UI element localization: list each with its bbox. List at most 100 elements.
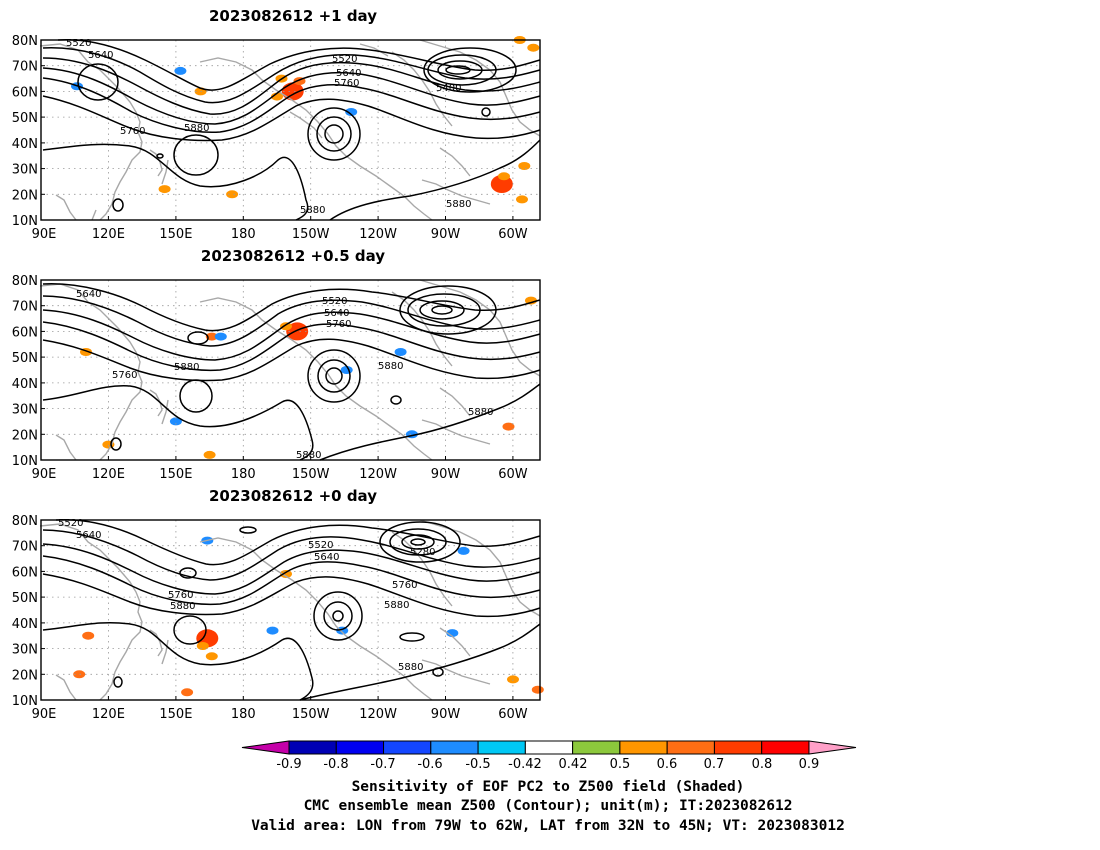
panel-3-frame — [40, 519, 541, 701]
lon-label: 90W — [431, 227, 461, 242]
panel-3-lat-labels: 80N 70N 60N 50N 40N 30N 20N 10N — [12, 514, 38, 709]
lon-label: 90E — [32, 707, 57, 722]
lat-label: 80N — [12, 514, 38, 529]
panel-2-z500-contours — [42, 283, 541, 461]
sensitivity-shade-patch — [345, 108, 358, 116]
contour-label: 5760 — [326, 319, 351, 330]
contour-label: 5520 — [308, 540, 333, 551]
panel-2-axis-ticks — [41, 279, 514, 461]
lat-label: 10N — [12, 214, 38, 229]
sensitivity-shade-patch — [457, 546, 470, 555]
contour-label: 5640 — [76, 289, 101, 300]
panel-2-coastlines — [39, 279, 541, 461]
lon-label: 90E — [32, 467, 57, 482]
sensitivity-shade-patch — [394, 348, 407, 356]
sensitivity-shade-patch — [446, 629, 459, 638]
caption-line-valid-area: Valid area: LON from 79W to 62W, LAT fro… — [251, 818, 845, 834]
colorbar-swatch — [335, 740, 385, 755]
sensitivity-shade-patch — [507, 675, 519, 684]
lat-label: 30N — [12, 403, 38, 418]
lat-label: 80N — [12, 274, 38, 289]
contour-label: 5760 — [168, 590, 193, 601]
panel-1: 2023082612 +1 day — [12, 7, 541, 242]
lon-label: 150W — [292, 707, 330, 722]
contour-label: 5760 — [334, 78, 359, 89]
sensitivity-shade-patch — [158, 185, 171, 194]
contour-label: 5880 — [398, 662, 423, 673]
sensitivity-shade-patch — [516, 195, 528, 204]
colorbar-tick-labels: -0.9 -0.8 -0.7 -0.6 -0.5 -0.42 0.42 0.5 … — [276, 757, 819, 772]
contour-label: 5760 — [112, 370, 137, 381]
contour-label: 5880 — [378, 361, 403, 372]
panel-3-lon-labels: 90E 120E 150E 180 150W 120W 90W 60W — [32, 707, 528, 722]
contour-label: 5880 — [174, 362, 199, 373]
contour-label: 5640 — [324, 308, 349, 319]
sensitivity-shade-patch — [281, 82, 304, 101]
lat-label: 40N — [12, 137, 38, 152]
panel-1-axis-ticks — [40, 39, 514, 221]
panel-1-frame — [40, 39, 541, 221]
sensitivity-shade-patch — [280, 570, 292, 578]
lon-label: 90W — [431, 467, 461, 482]
colorbar-tick-label: 0.8 — [752, 757, 773, 772]
lat-label: 60N — [12, 85, 38, 100]
lat-label: 50N — [12, 351, 38, 366]
colorbar-tick-label: -0.9 — [276, 757, 301, 772]
lon-label: 150W — [292, 467, 330, 482]
lon-label: 150E — [159, 707, 192, 722]
colorbar-tick-label: -0.42 — [508, 757, 542, 772]
panel-2-contour-labels: 5640 5520 5640 5760 5760 5880 5880 5880 … — [76, 289, 493, 461]
sensitivity-shade-patch — [498, 172, 510, 181]
sensitivity-shade-patch — [525, 296, 537, 305]
panel-1-shading-layer — [71, 36, 540, 204]
lat-label: 10N — [12, 454, 38, 469]
panel-2: 2023082612 +0.5 day — [12, 247, 541, 482]
panel-3: 2023082612 +0 day — [12, 487, 544, 722]
panel-3-gridlines — [41, 520, 540, 700]
lat-label: 20N — [12, 668, 38, 683]
colorbar-tick-label: -0.6 — [417, 757, 442, 772]
contour-label: 5280 — [410, 547, 435, 558]
lon-label: 90W — [431, 707, 461, 722]
lat-label: 60N — [12, 325, 38, 340]
contour-label: 5760 — [392, 580, 417, 591]
sensitivity-shade-patch — [205, 652, 218, 661]
panel-1-lon-labels: 90E 120E 150E 180 150W 120W 90W 60W — [32, 227, 528, 242]
lat-label: 70N — [12, 540, 38, 555]
colorbar — [241, 740, 857, 755]
colorbar-end-high — [808, 740, 857, 755]
lat-label: 30N — [12, 643, 38, 658]
lon-label: 120W — [359, 227, 397, 242]
lat-label: 70N — [12, 300, 38, 315]
contour-label: 5880 — [300, 205, 325, 216]
panel-1-title: 2023082612 +1 day — [209, 7, 377, 25]
sensitivity-shade-patch — [82, 631, 95, 640]
lon-label: 60W — [498, 707, 528, 722]
colorbar-swatch — [761, 740, 810, 755]
caption-line-shading: Sensitivity of EOF PC2 to Z500 field (Sh… — [352, 779, 745, 795]
lon-label: 60W — [498, 467, 528, 482]
lon-label: 150W — [292, 227, 330, 242]
sensitivity-shade-patch — [502, 422, 515, 431]
colorbar-tick-label: 0.42 — [559, 757, 588, 772]
colorbar-swatch — [477, 740, 526, 755]
lon-label: 120W — [359, 707, 397, 722]
contour-label: 5640 — [336, 68, 361, 79]
lon-label: 120E — [92, 227, 125, 242]
colorbar-tick-label: 0.7 — [704, 757, 725, 772]
panel-2-title: 2023082612 +0.5 day — [201, 247, 385, 265]
sensitivity-shade-patch — [226, 190, 239, 199]
contour-label: 5760 — [120, 126, 145, 137]
lon-label: 120E — [92, 467, 125, 482]
lat-label: 70N — [12, 60, 38, 75]
lon-label: 180 — [231, 227, 256, 242]
colorbar-tick-label: -0.5 — [465, 757, 490, 772]
panel-1-z500-contours — [42, 39, 541, 221]
contour-label: 5400 — [436, 83, 461, 94]
lat-label: 30N — [12, 163, 38, 178]
colorbar-tick-label: 0.9 — [799, 757, 820, 772]
colorbar-swatch — [524, 740, 574, 755]
colorbar-tick-label: 0.5 — [610, 757, 631, 772]
figure-caption: Sensitivity of EOF PC2 to Z500 field (Sh… — [251, 779, 845, 834]
